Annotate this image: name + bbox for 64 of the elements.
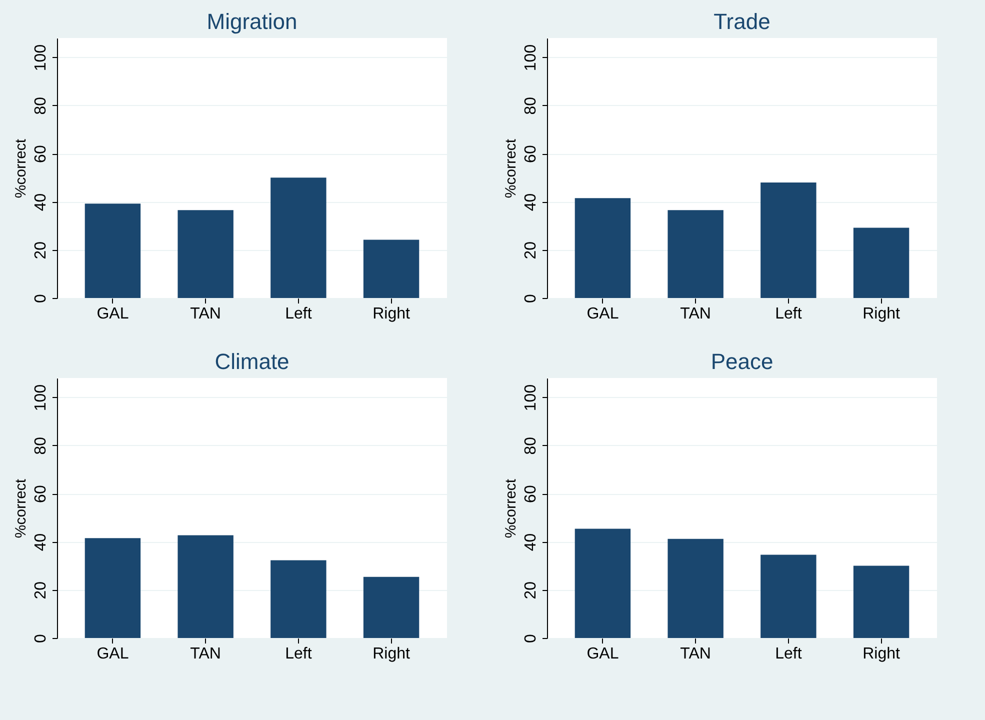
bar xyxy=(270,560,326,638)
bar xyxy=(178,535,234,638)
bar xyxy=(760,554,816,638)
y-tick-label: 100 xyxy=(522,44,540,72)
y-tick-label: 40 xyxy=(32,533,50,552)
bar xyxy=(668,210,724,298)
x-tick-label: GAL xyxy=(96,646,129,662)
x-tick-label: TAN xyxy=(680,646,711,662)
y-tick-label: 0 xyxy=(32,294,50,303)
y-tick-label: 80 xyxy=(522,96,540,115)
y-axis-title: %correct xyxy=(502,138,520,198)
x-tick-label: Left xyxy=(285,646,312,662)
y-tick-label: 60 xyxy=(522,485,540,503)
chart-title: Migration xyxy=(206,9,298,34)
chart-title: Climate xyxy=(214,349,290,374)
x-tick-label: TAN xyxy=(190,646,221,662)
y-tick-label: 40 xyxy=(522,533,540,552)
bar xyxy=(270,178,326,298)
bar xyxy=(853,566,910,638)
bar xyxy=(574,198,631,298)
bar xyxy=(668,538,724,638)
x-tick-label: Right xyxy=(372,306,411,322)
y-tick-label: 100 xyxy=(522,384,540,412)
y-tick-label: 20 xyxy=(522,241,540,260)
y-axis-title: %correct xyxy=(12,138,30,198)
y-tick-label: 20 xyxy=(32,581,50,600)
y-tick-label: 40 xyxy=(522,193,540,212)
y-tick-label: 20 xyxy=(522,581,540,600)
y-tick-label: 80 xyxy=(522,436,540,455)
y-axis-title: %correct xyxy=(502,478,520,538)
x-tick-label: GAL xyxy=(586,306,619,322)
bar xyxy=(84,204,141,298)
y-tick-label: 60 xyxy=(32,145,50,163)
y-tick-label: 80 xyxy=(32,96,50,115)
x-tick-label: TAN xyxy=(680,306,711,322)
bar xyxy=(84,538,141,638)
x-tick-label: Right xyxy=(862,646,901,662)
y-axis-title: %correct xyxy=(12,478,30,538)
y-tick-label: 60 xyxy=(32,485,50,503)
x-tick-label: Left xyxy=(775,306,802,322)
x-tick-label: TAN xyxy=(190,306,221,322)
y-tick-label: 100 xyxy=(32,384,50,412)
chart-title: Trade xyxy=(714,9,770,34)
y-tick-label: 0 xyxy=(32,634,50,643)
bar xyxy=(363,576,420,638)
y-tick-label: 60 xyxy=(522,145,540,163)
bar xyxy=(574,528,631,638)
y-tick-label: 20 xyxy=(32,241,50,260)
chart-title: Peace xyxy=(710,349,774,374)
x-tick-label: Left xyxy=(285,306,312,322)
y-tick-label: 40 xyxy=(32,193,50,212)
x-tick-label: GAL xyxy=(586,646,619,662)
x-tick-label: Left xyxy=(775,646,802,662)
x-tick-label: Right xyxy=(372,646,411,662)
bar xyxy=(363,240,420,298)
y-tick-label: 0 xyxy=(522,294,540,303)
bar xyxy=(178,210,234,298)
bar xyxy=(760,182,816,298)
x-tick-label: GAL xyxy=(96,306,129,322)
bar xyxy=(853,228,910,298)
y-tick-label: 80 xyxy=(32,436,50,455)
x-tick-label: Right xyxy=(862,306,901,322)
y-tick-label: 0 xyxy=(522,634,540,643)
y-tick-label: 100 xyxy=(32,44,50,72)
